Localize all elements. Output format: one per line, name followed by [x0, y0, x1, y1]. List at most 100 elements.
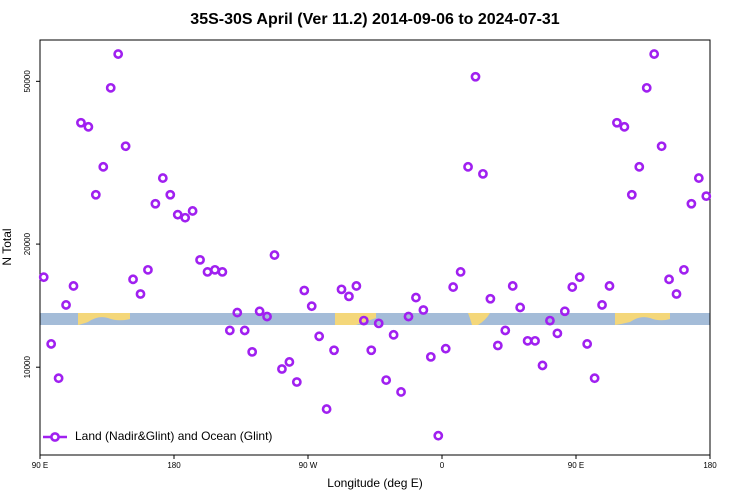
point [545, 315, 555, 326]
point [478, 168, 488, 179]
point [701, 191, 712, 202]
point [455, 267, 466, 277]
point [358, 315, 369, 326]
chart-title: 35S-30S April (Ver 11.2) 2014-09-06 to 2… [190, 11, 560, 28]
point [187, 206, 198, 216]
plot-frame [39, 39, 711, 456]
point [381, 375, 392, 385]
point [38, 272, 49, 283]
x-tick-label: 180 [703, 461, 717, 470]
point [210, 264, 220, 275]
point [291, 377, 302, 387]
point [500, 325, 511, 336]
y-tick-label: 20000 [23, 232, 32, 255]
point [403, 311, 414, 322]
point [574, 272, 585, 283]
land-patch [78, 313, 130, 325]
x-tick-label: 90 E [32, 461, 48, 470]
point [98, 161, 109, 172]
point [120, 141, 131, 152]
point [433, 430, 444, 441]
point [612, 117, 622, 128]
y-tick-label: 50000 [23, 70, 32, 93]
point [180, 212, 191, 223]
point [530, 335, 540, 346]
point [515, 302, 526, 313]
y-axis-label: N Total [0, 228, 14, 265]
point [604, 281, 615, 291]
point [76, 117, 86, 128]
point [277, 364, 287, 374]
point [321, 404, 332, 414]
point [269, 250, 280, 260]
x-tick-label: 90 E [568, 461, 584, 470]
point [664, 274, 674, 285]
ocean-strip [40, 313, 710, 325]
point [247, 346, 258, 357]
legend-marker [50, 432, 60, 442]
point [239, 325, 250, 336]
point [619, 121, 630, 132]
point [68, 281, 79, 291]
point [567, 282, 578, 292]
point [470, 71, 481, 82]
point [90, 189, 101, 200]
point [336, 284, 347, 295]
point [411, 292, 421, 303]
land-patch [335, 313, 376, 325]
land-patch [468, 313, 490, 325]
point [128, 274, 138, 285]
point [597, 300, 607, 310]
point [559, 306, 570, 317]
land-patch [615, 313, 670, 325]
point [329, 345, 339, 356]
point [195, 254, 205, 265]
x-tick-label: 90 W [299, 461, 318, 470]
point [537, 360, 548, 371]
point [679, 264, 689, 275]
point [113, 49, 124, 59]
point [344, 291, 354, 302]
point [641, 82, 652, 93]
point [589, 373, 600, 384]
point [693, 173, 704, 183]
point [649, 49, 660, 59]
point [165, 189, 176, 200]
x-tick-label: 180 [167, 461, 181, 470]
point [492, 340, 503, 351]
point [485, 293, 496, 304]
point [671, 289, 682, 299]
point [150, 198, 161, 209]
legend-label: Land (Nadir&Glint) and Ocean (Glint) [75, 429, 272, 443]
point [172, 209, 183, 220]
point [366, 345, 377, 356]
point [224, 325, 235, 336]
point [284, 357, 295, 367]
point [418, 305, 429, 315]
point [105, 82, 116, 93]
latitude-band [40, 313, 710, 325]
point [46, 339, 57, 349]
point [373, 318, 384, 329]
point [522, 335, 533, 346]
point [507, 281, 518, 291]
point [440, 343, 451, 354]
point [634, 161, 645, 172]
point [425, 351, 436, 362]
point [656, 141, 667, 152]
point [299, 285, 310, 296]
point [463, 161, 473, 172]
point [396, 387, 406, 397]
point [53, 373, 64, 384]
point [202, 267, 213, 277]
point [582, 339, 593, 349]
point [157, 173, 168, 183]
point [143, 264, 153, 275]
point [351, 281, 362, 291]
point [388, 329, 399, 340]
x-axis-label: Longitude (deg E) [327, 476, 422, 490]
point [626, 189, 637, 200]
point [135, 289, 146, 299]
